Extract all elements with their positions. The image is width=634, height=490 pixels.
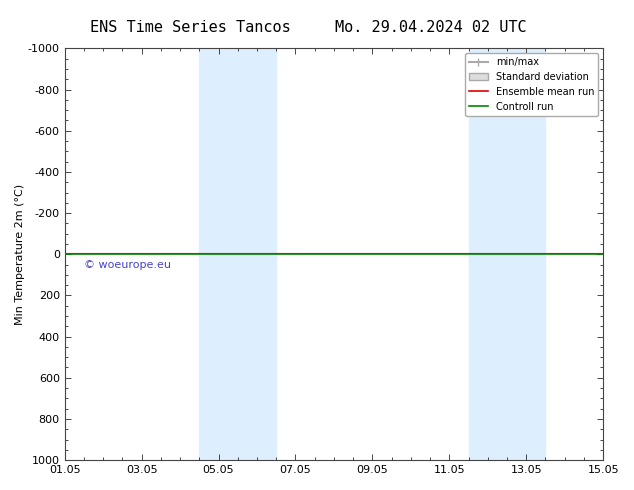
Text: Mo. 29.04.2024 02 UTC: Mo. 29.04.2024 02 UTC — [335, 20, 527, 35]
Legend: min/max, Standard deviation, Ensemble mean run, Controll run: min/max, Standard deviation, Ensemble me… — [465, 53, 598, 116]
Text: © woeurope.eu: © woeurope.eu — [84, 261, 171, 270]
Bar — [199, 49, 276, 460]
Bar — [469, 49, 545, 460]
Text: ENS Time Series Tancos: ENS Time Series Tancos — [90, 20, 290, 35]
Y-axis label: Min Temperature 2m (°C): Min Temperature 2m (°C) — [15, 184, 25, 325]
